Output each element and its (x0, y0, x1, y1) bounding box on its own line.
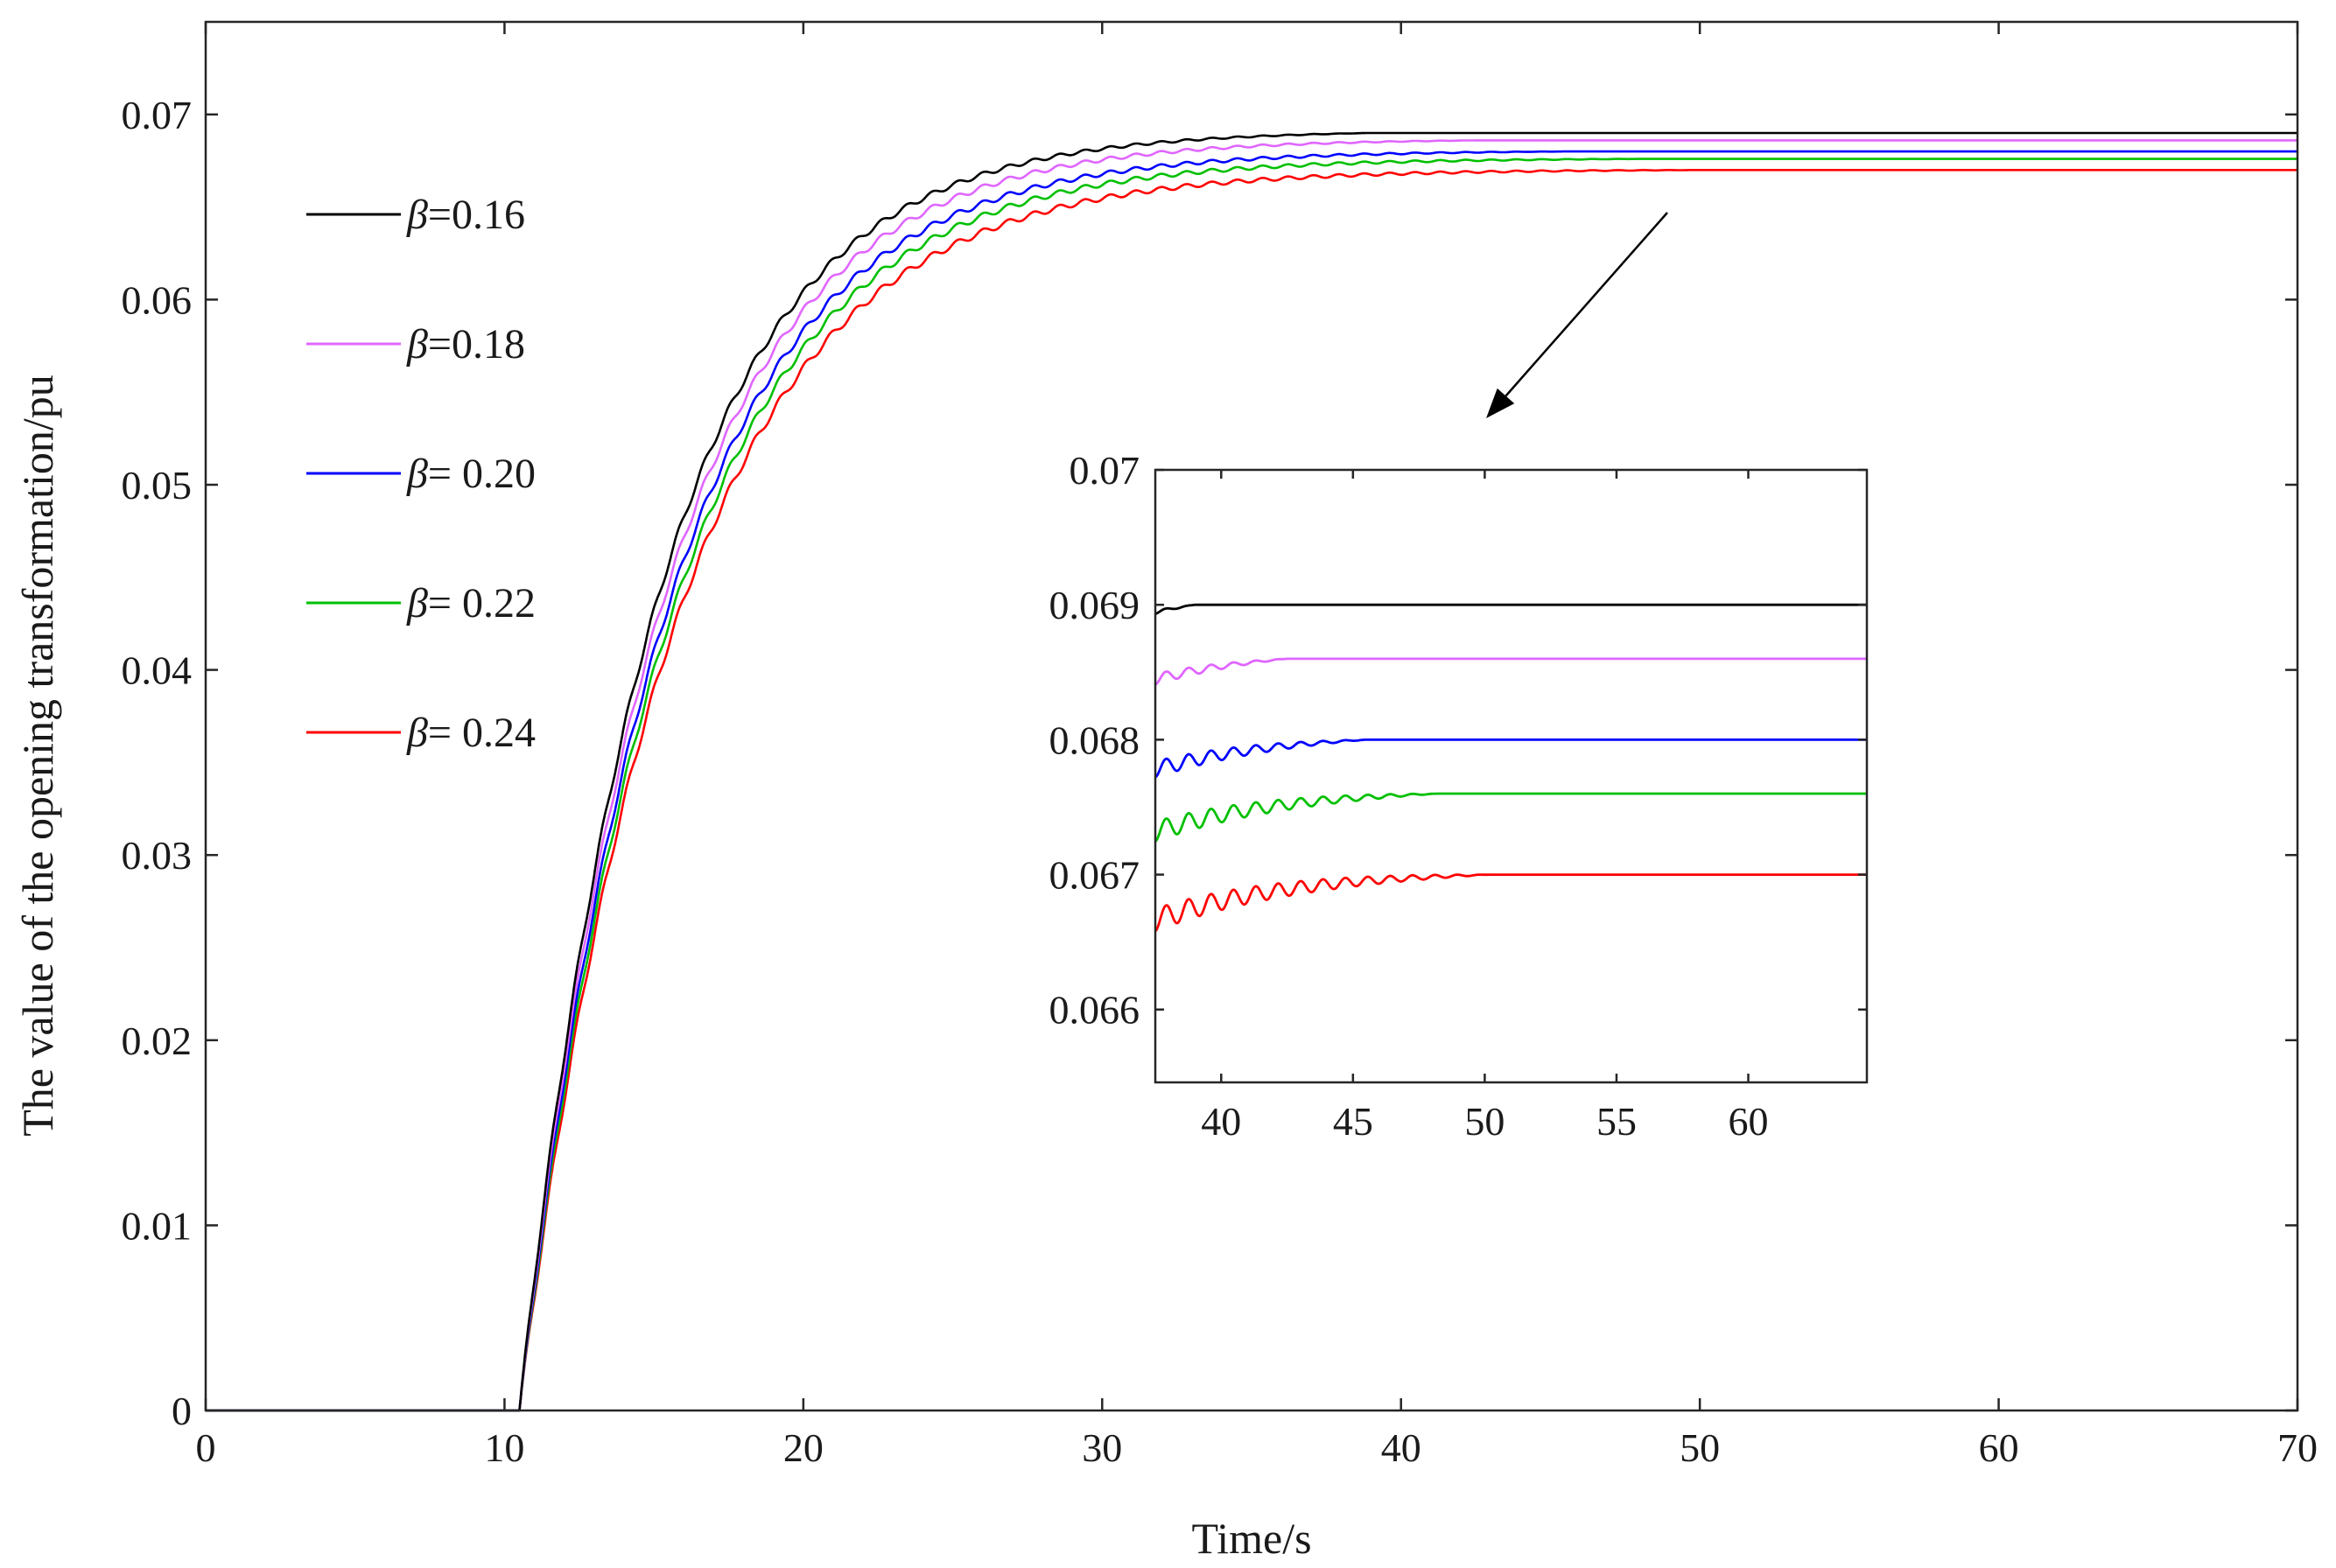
inset-y-tick-label: 0.066 (1049, 988, 1140, 1032)
x-tick-label: 50 (1680, 1425, 1720, 1470)
series-line-beta-0-2 (205, 150, 2298, 1412)
legend-item: β= 0.20 (306, 451, 536, 497)
inset-y-tick-label: 0.068 (1049, 718, 1140, 762)
x-tick-label: 60 (1979, 1425, 2019, 1470)
legend-item: β=0.16 (306, 192, 525, 238)
x-tick-label: 10 (484, 1425, 524, 1470)
legend-label: β= 0.24 (406, 710, 536, 756)
y-axis-label: The value of the opening transformation/… (13, 374, 62, 1137)
main-plot-frame (204, 20, 2299, 1412)
inset-series-line-beta-0-16 (1155, 603, 1867, 616)
inset-background (1155, 470, 1867, 1082)
series-line-beta-0-22 (205, 158, 2298, 1412)
legend-label: β=0.16 (406, 192, 525, 238)
y-tick-label: 0.01 (122, 1203, 193, 1248)
legend-label: β= 0.20 (406, 451, 536, 497)
inset-y-tick-label: 0.07 (1070, 448, 1140, 493)
x-tick-label: 0 (196, 1425, 216, 1470)
x-tick-label: 70 (2277, 1425, 2318, 1470)
inset-series-line-beta-0-22 (1155, 792, 1867, 844)
inset-series-line-beta-0-24 (1155, 873, 1867, 933)
inset-y-ticks: 0.066 0.067 0.068 0.069 0.07 (1049, 448, 1867, 1032)
legend-item: β= 0.22 (306, 580, 536, 626)
legend-label: β= 0.22 (406, 580, 536, 626)
inset-series-line-beta-0-18 (1155, 657, 1867, 686)
x-tick-label: 30 (1082, 1425, 1122, 1470)
inset-x-tick-label: 55 (1596, 1099, 1637, 1144)
legend-item: β=0.18 (306, 321, 525, 368)
y-tick-label: 0.06 (122, 277, 193, 322)
main-y-ticks: 0 0.01 0.02 0.03 0.04 0.05 0.06 0.07 (122, 93, 2297, 1433)
x-tick-label: 40 (1381, 1425, 1421, 1470)
inset-x-ticks: 40 45 50 55 60 (1201, 470, 1769, 1144)
inset-y-tick-label: 0.067 (1049, 853, 1140, 898)
x-tick-label: 20 (783, 1425, 824, 1470)
series-line-beta-0-16 (205, 131, 2298, 1412)
series-line-beta-0-24 (205, 169, 2298, 1412)
zoom-arrow (1486, 212, 1668, 418)
inset-y-tick-label: 0.069 (1049, 583, 1140, 627)
zoom-arrow-line (1505, 212, 1668, 397)
y-tick-label: 0.05 (122, 463, 193, 508)
main-x-ticks: 0 10 20 30 40 50 60 70 (196, 22, 2318, 1470)
inset-x-tick-label: 40 (1201, 1099, 1241, 1144)
legend-label: β=0.18 (406, 321, 525, 368)
inset-series-line-beta-0-2 (1155, 738, 1867, 779)
legend: β=0.16 β=0.18 β= 0.20 β= 0.22 β= 0.24 (306, 192, 536, 756)
main-plot: 0 10 20 30 40 50 60 70 0 0.01 0.02 0.03 0.04 0.05 0.0… (13, 20, 2318, 1563)
inset-x-tick-label: 45 (1333, 1099, 1373, 1144)
inset-x-tick-label: 50 (1464, 1099, 1505, 1144)
zoom-arrow-head (1486, 388, 1515, 418)
y-tick-label: 0.03 (122, 833, 193, 878)
y-tick-label: 0.07 (122, 93, 193, 137)
inset-plot: 40 45 50 55 60 0.066 0.067 0.068 0.069 0.07 (1049, 448, 1869, 1144)
y-tick-label: 0.02 (122, 1018, 193, 1063)
y-tick-label: 0 (172, 1389, 192, 1433)
inset-x-tick-label: 60 (1729, 1099, 1769, 1144)
inset-series-group (1155, 603, 1867, 933)
x-axis-label: Time/s (1191, 1514, 1311, 1563)
main-series-group (205, 131, 2298, 1412)
inset-plot-frame (1154, 468, 1869, 1084)
y-tick-label: 0.04 (122, 648, 193, 693)
series-line-beta-0-18 (205, 139, 2298, 1412)
legend-item: β= 0.24 (306, 710, 536, 756)
